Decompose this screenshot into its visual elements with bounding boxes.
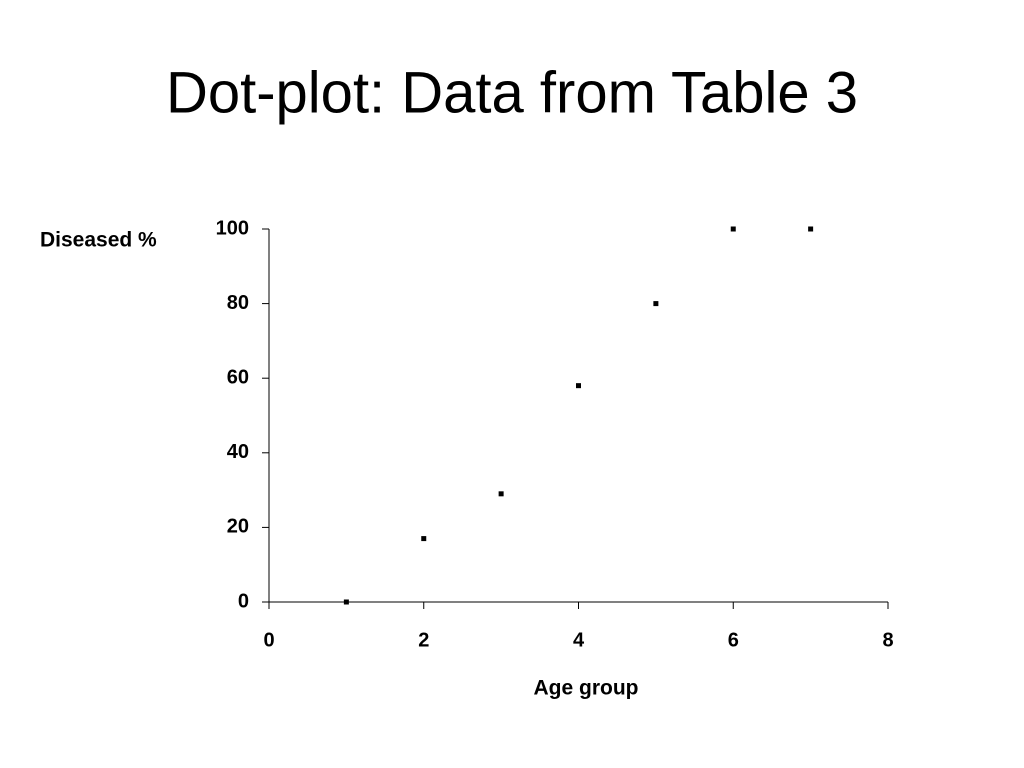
point [498, 491, 504, 497]
point [653, 301, 659, 307]
x-axis-title: Age group [534, 677, 639, 700]
point [343, 599, 349, 605]
point [730, 226, 736, 232]
x-tick-label: 4 [573, 629, 585, 651]
y-tick-label: 80 [227, 292, 249, 314]
y-tick-label: 0 [238, 590, 249, 612]
y-tick-label: 40 [227, 441, 249, 463]
x-tick-label: 6 [728, 629, 739, 651]
point [576, 383, 581, 389]
y-tick-label: 20 [227, 516, 249, 538]
point [808, 226, 814, 232]
chart-title: Dot-plot: Data from Table 3 [166, 60, 858, 125]
y-axis-title: Diseased % [40, 229, 157, 252]
x-tick-label: 0 [263, 629, 274, 651]
x-tick-label: 8 [882, 629, 893, 651]
y-tick-label: 100 [216, 217, 249, 239]
x-tick-label: 2 [418, 629, 429, 651]
point [421, 536, 427, 542]
y-tick-label: 60 [227, 366, 249, 388]
